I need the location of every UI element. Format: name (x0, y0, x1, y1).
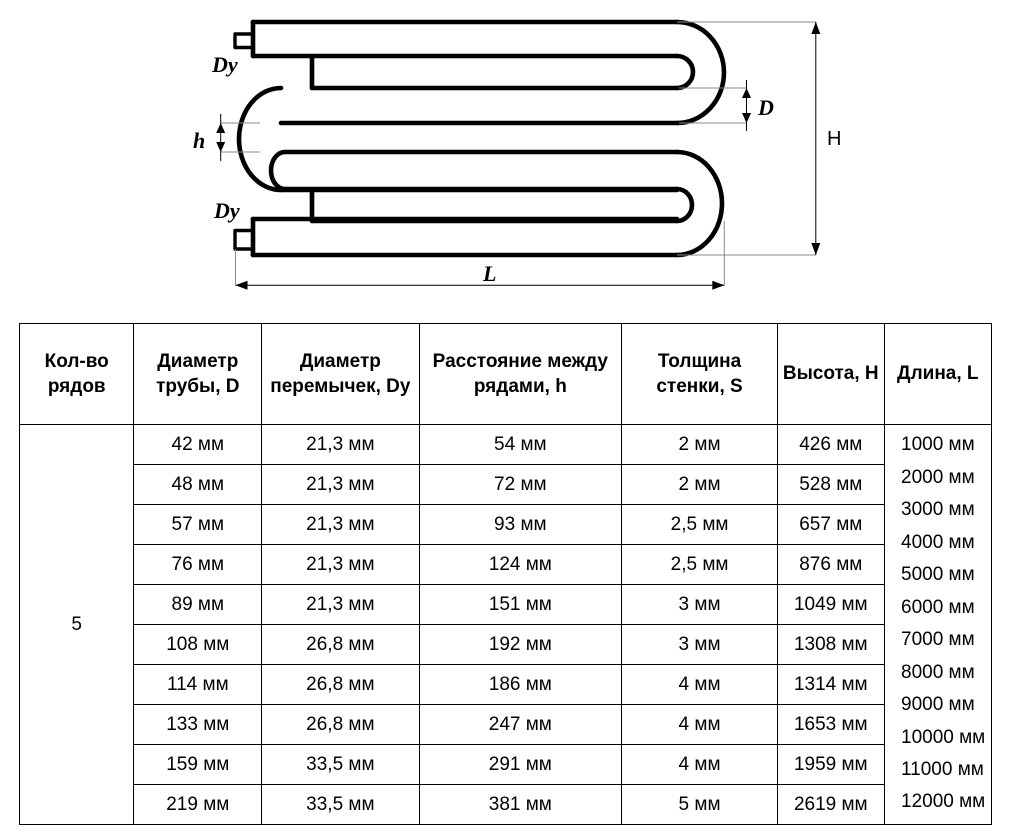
svg-text:L: L (482, 261, 496, 286)
svg-text:Dy: Dy (213, 198, 240, 223)
svg-text:H: H (827, 128, 841, 150)
svg-text:Dy: Dy (211, 52, 238, 77)
svg-text:h: h (193, 128, 205, 153)
svg-text:D: D (757, 95, 774, 120)
